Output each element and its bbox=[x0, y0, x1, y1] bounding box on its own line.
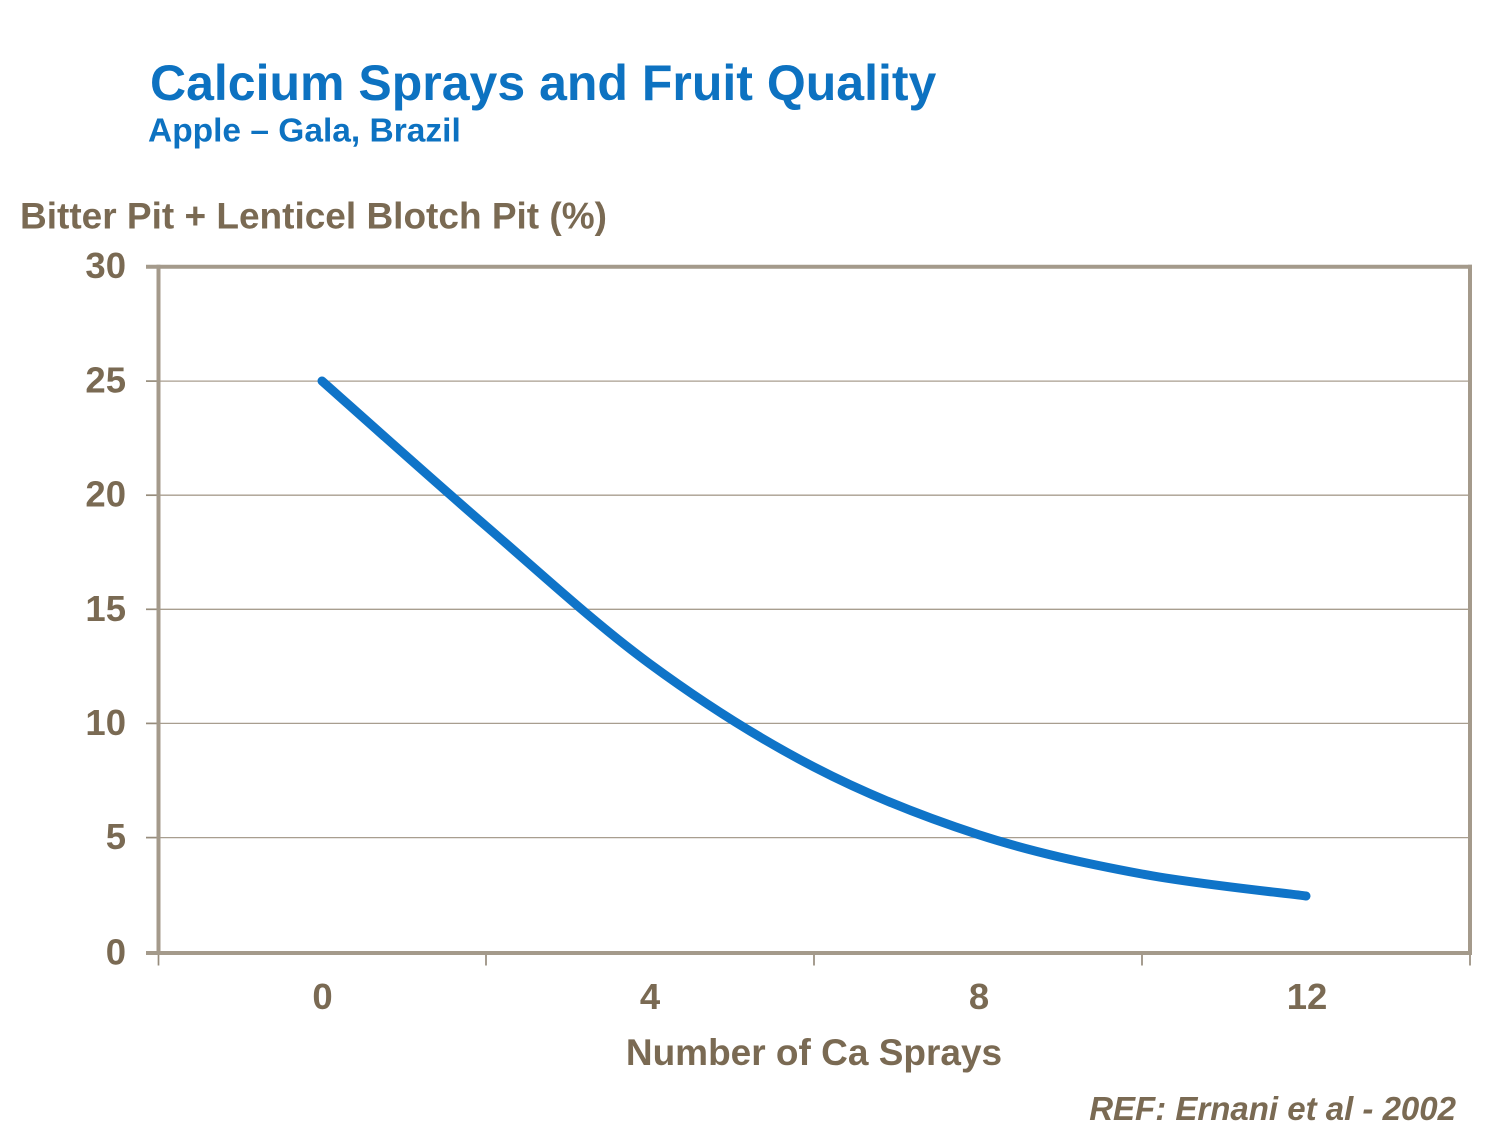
svg-text:12: 12 bbox=[1287, 976, 1328, 1017]
svg-text:0: 0 bbox=[312, 976, 332, 1017]
svg-text:30: 30 bbox=[85, 245, 126, 286]
svg-text:10: 10 bbox=[85, 702, 126, 743]
svg-text:4: 4 bbox=[640, 976, 661, 1017]
svg-text:REF: Ernani et al - 2002: REF: Ernani et al - 2002 bbox=[1089, 1090, 1456, 1125]
svg-text:Apple – Gala, Brazil: Apple – Gala, Brazil bbox=[148, 113, 461, 150]
svg-text:Bitter Pit + Lenticel Blotch P: Bitter Pit + Lenticel Blotch Pit (%) bbox=[20, 196, 607, 237]
svg-text:8: 8 bbox=[969, 976, 989, 1017]
svg-text:0: 0 bbox=[106, 932, 126, 973]
svg-text:20: 20 bbox=[85, 474, 126, 515]
svg-text:5: 5 bbox=[106, 816, 126, 857]
svg-text:25: 25 bbox=[85, 360, 126, 401]
svg-text:15: 15 bbox=[85, 588, 126, 629]
svg-text:Calcium Sprays and Fruit Quali: Calcium Sprays and Fruit Quality bbox=[150, 55, 936, 111]
svg-text:Number of Ca Sprays: Number of Ca Sprays bbox=[626, 1032, 1002, 1073]
